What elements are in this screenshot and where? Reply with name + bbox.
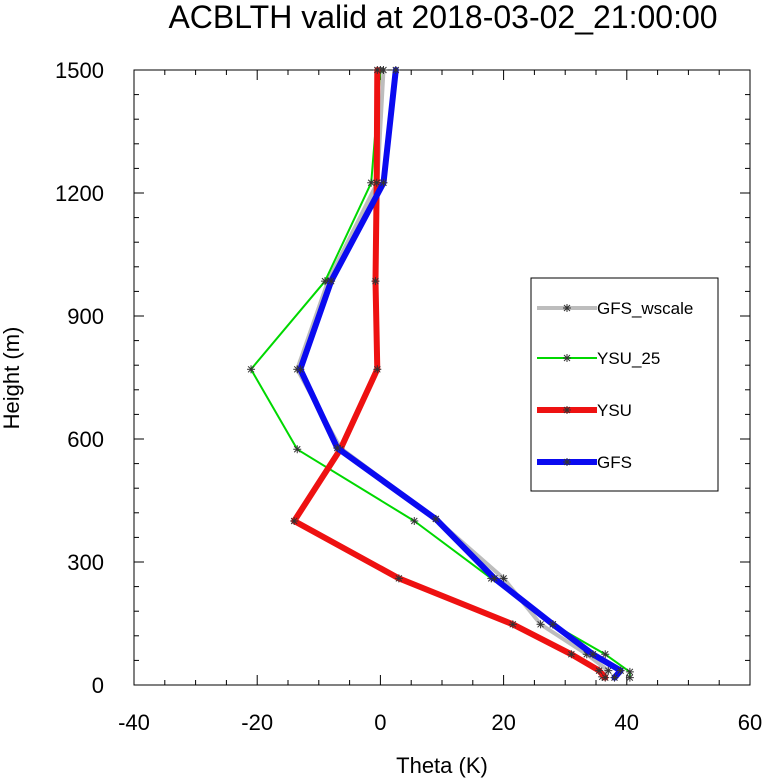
data-point-marker bbox=[490, 574, 499, 583]
x-tick-label: -20 bbox=[241, 710, 273, 735]
data-point-marker bbox=[601, 673, 610, 682]
data-point-marker bbox=[567, 650, 576, 659]
legend-label: YSU_25 bbox=[597, 349, 660, 368]
data-point-marker bbox=[290, 517, 299, 525]
data-point-marker bbox=[373, 66, 382, 74]
legend: GFS_wscale YSU_25 YSU GFS bbox=[530, 277, 719, 492]
y-tick-label: 0 bbox=[92, 673, 104, 698]
data-point-marker bbox=[394, 574, 403, 583]
legend-marker bbox=[563, 304, 571, 312]
legend-entry-gfs-wscale: GFS_wscale bbox=[537, 299, 693, 318]
data-point-marker bbox=[431, 514, 440, 523]
y-tick-label: 600 bbox=[67, 427, 104, 452]
y-tick-label: 900 bbox=[67, 304, 104, 329]
data-point-marker bbox=[320, 277, 329, 286]
data-point-marker bbox=[595, 666, 604, 675]
legend-label: GFS_wscale bbox=[597, 299, 693, 318]
chart-title: ACBLTH valid at 2018-03-02_21:00:00 bbox=[168, 0, 717, 35]
y-tick-label: 1500 bbox=[55, 58, 104, 83]
x-tick-label: 0 bbox=[374, 710, 386, 735]
data-point-marker bbox=[296, 365, 305, 374]
y-tick-label: 1200 bbox=[55, 181, 104, 206]
data-point-marker bbox=[508, 620, 517, 629]
x-tick-label: 20 bbox=[491, 710, 515, 735]
data-point-marker bbox=[536, 620, 545, 629]
x-tick-label: 40 bbox=[615, 710, 639, 735]
data-point-marker bbox=[610, 673, 619, 682]
legend-box bbox=[530, 277, 719, 492]
x-axis-ticks: -40 -20 0 20 40 60 bbox=[118, 70, 762, 735]
data-point-marker bbox=[372, 178, 381, 187]
data-point-marker bbox=[373, 365, 382, 374]
data-point-marker bbox=[379, 178, 388, 187]
data-point-marker bbox=[604, 666, 613, 675]
data-point-marker bbox=[588, 650, 597, 659]
legend-entry-gfs: GFS bbox=[537, 453, 632, 472]
legend-label: GFS bbox=[597, 453, 632, 472]
data-point-marker bbox=[293, 445, 302, 454]
data-point-marker bbox=[410, 517, 419, 525]
data-point-marker bbox=[625, 667, 634, 676]
x-tick-label: -40 bbox=[118, 710, 150, 735]
legend-marker bbox=[563, 354, 571, 362]
legend-entry-ysu: YSU bbox=[537, 401, 632, 420]
x-tick-label: 60 bbox=[738, 710, 762, 735]
data-point-marker bbox=[371, 277, 380, 286]
data-point-marker bbox=[333, 444, 342, 453]
y-tick-label: 300 bbox=[67, 550, 104, 575]
data-point-marker bbox=[247, 365, 256, 374]
data-point-marker bbox=[548, 620, 557, 629]
data-point-marker bbox=[616, 666, 625, 675]
legend-marker bbox=[563, 406, 571, 414]
legend-marker bbox=[563, 458, 571, 466]
y-axis-ticks: 0 300 600 900 1200 1500 bbox=[55, 58, 750, 698]
series-lines bbox=[247, 66, 634, 682]
y-axis-label: Height (m) bbox=[0, 327, 24, 430]
data-point-marker bbox=[391, 66, 400, 74]
data-point-marker bbox=[327, 277, 336, 286]
data-point-marker bbox=[601, 650, 610, 659]
x-axis-label: Theta (K) bbox=[396, 753, 488, 778]
legend-label: YSU bbox=[597, 401, 632, 420]
legend-entry-ysu-25: YSU_25 bbox=[537, 349, 660, 368]
